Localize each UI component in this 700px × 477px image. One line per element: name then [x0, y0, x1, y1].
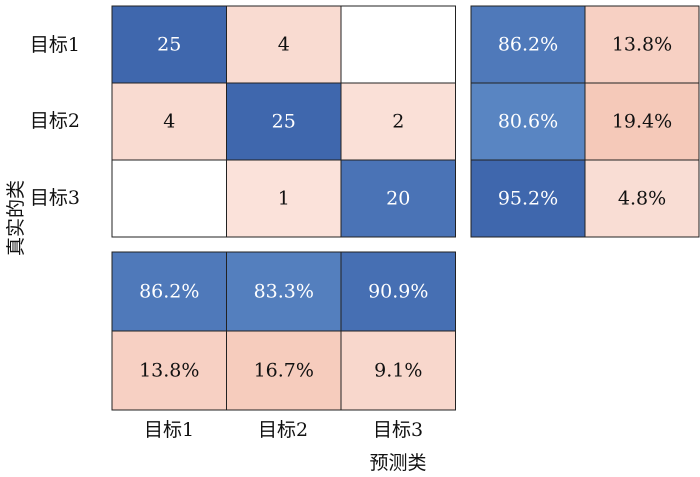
- row-summary-cell-r2-c1: 80.6%: [470, 82, 586, 161]
- row-summary-cell-r2-c1-fill: [470, 82, 586, 161]
- matrix-cell-r2-c3: 2: [340, 82, 456, 161]
- matrix-cell-r1-c2-value: 4: [278, 34, 290, 56]
- matrix-cell-r2-c1-fill: [111, 82, 227, 161]
- row-summary-cell-r2-c2: 19.4%: [584, 82, 700, 161]
- column-summary-cell-r1-c1-value: 86.2%: [139, 281, 199, 303]
- matrix-cell-r3-c1: [111, 159, 227, 238]
- column-summary-cell-r1-c3-fill: [340, 251, 456, 332]
- matrix-cell-r3-c3-fill: [340, 159, 456, 238]
- column-summary-cell-r1-c2-fill: [226, 251, 342, 332]
- column-summary-cell-r2-c3-fill: [340, 330, 456, 411]
- row-summary-cell-r2-c2-value: 19.4%: [612, 111, 672, 133]
- row-summary-cell-r1-c1-value: 86.2%: [498, 34, 558, 56]
- confusion-matrix-grid: 25 4 4 25 2 1 20: [111, 5, 456, 238]
- column-summary-cell-r1-c2-value: 83.3%: [254, 281, 314, 303]
- matrix-cell-r2-c1: 4: [111, 82, 227, 161]
- column-summary-cell-r2-c2: 16.7%: [226, 330, 342, 411]
- row-label-1: 目标1: [30, 34, 80, 56]
- column-summary-cell-r2-c3: 9.1%: [340, 330, 456, 411]
- x-axis-title: 预测类: [369, 452, 426, 474]
- column-label-2: 目标2: [258, 419, 308, 441]
- column-summary-cell-r2-c2-value: 16.7%: [254, 360, 314, 382]
- y-axis-title: 真实的类: [5, 180, 27, 256]
- row-label-2: 目标2: [30, 110, 80, 132]
- row-summary-cell-r2-c2-fill: [584, 82, 700, 161]
- row-summary-cell-r3-c2-value: 4.8%: [618, 188, 666, 210]
- matrix-cell-r1-c1: 25: [111, 5, 227, 84]
- row-summary-cell-r3-c2-fill: [584, 159, 700, 238]
- matrix-cell-r1-c2-fill: [226, 5, 342, 84]
- row-summary-cell-r3-c1-fill: [470, 159, 586, 238]
- matrix-cell-r3-c3-value: 20: [386, 188, 410, 210]
- row-summary-cell-r3-c1: 95.2%: [470, 159, 586, 238]
- matrix-cell-r1-c2: 4: [226, 5, 342, 84]
- matrix-cell-r2-c1-value: 4: [163, 111, 175, 133]
- matrix-cell-r2-c3-value: 2: [392, 111, 404, 133]
- row-summary-cell-r3-c1-value: 95.2%: [498, 188, 558, 210]
- column-summary-cell-r1-c2: 83.3%: [226, 251, 342, 332]
- column-summary-grid: 86.2% 83.3% 90.9% 13.8% 16.7% 9.1%: [111, 251, 456, 411]
- matrix-cell-r2-c2: 25: [226, 82, 342, 161]
- matrix-cell-r2-c3-fill: [340, 82, 456, 161]
- column-label-1: 目标1: [144, 419, 194, 441]
- column-summary-cell-r2-c1-value: 13.8%: [139, 360, 199, 382]
- column-summary-cell-r1-c3: 90.9%: [340, 251, 456, 332]
- column-summary-cell-r1-c1: 86.2%: [111, 251, 227, 332]
- matrix-cell-r3-c2: 1: [226, 159, 342, 238]
- matrix-cell-r1-c1-value: 25: [157, 34, 181, 56]
- row-labels: 目标1 目标2 目标3: [30, 34, 80, 209]
- matrix-cell-r3-c2-value: 1: [278, 188, 290, 210]
- matrix-cell-r3-c1-fill: [111, 159, 227, 238]
- column-summary-cell-r1-c3-value: 90.9%: [368, 281, 428, 303]
- matrix-cell-r3-c3: 20: [340, 159, 456, 238]
- row-summary-cell-r1-c1-fill: [470, 5, 586, 84]
- column-summary-cell-r2-c1-fill: [111, 330, 227, 411]
- row-label-3: 目标3: [30, 187, 80, 209]
- column-summary-cell-r2-c2-fill: [226, 330, 342, 411]
- matrix-cell-r1-c3-fill: [340, 5, 456, 84]
- row-summary-grid: 86.2% 13.8% 80.6% 19.4% 95.2% 4.8%: [470, 5, 700, 238]
- row-summary-cell-r3-c2: 4.8%: [584, 159, 700, 238]
- matrix-cell-r1-c1-fill: [111, 5, 227, 84]
- matrix-cell-r1-c3: [340, 5, 456, 84]
- column-label-3: 目标3: [373, 419, 423, 441]
- column-labels: 目标1 目标2 目标3: [144, 419, 423, 441]
- column-summary-cell-r1-c1-fill: [111, 251, 227, 332]
- row-summary-cell-r1-c2-value: 13.8%: [612, 34, 672, 56]
- row-summary-cell-r2-c1-value: 80.6%: [498, 111, 558, 133]
- matrix-cell-r3-c2-fill: [226, 159, 342, 238]
- matrix-cell-r2-c2-fill: [226, 82, 342, 161]
- column-summary-cell-r2-c1: 13.8%: [111, 330, 227, 411]
- column-summary-cell-r2-c3-value: 9.1%: [374, 360, 422, 382]
- matrix-cell-r2-c2-value: 25: [272, 111, 296, 133]
- row-summary-cell-r1-c1: 86.2%: [470, 5, 586, 84]
- row-summary-cell-r1-c2: 13.8%: [584, 5, 700, 84]
